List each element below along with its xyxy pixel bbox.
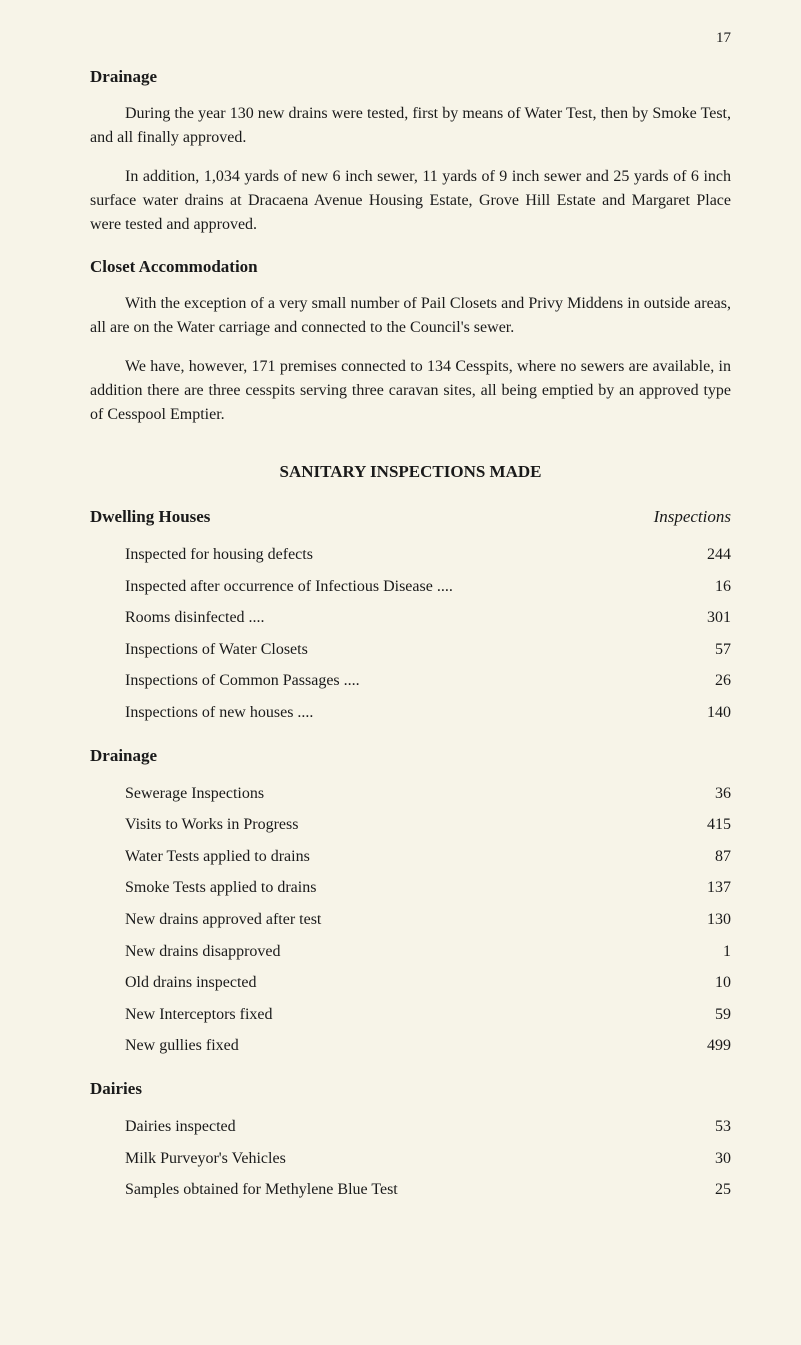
drainage-list: Sewerage Inspections36Visits to Works in… xyxy=(90,781,731,1059)
inspection-label: Milk Purveyor's Vehicles xyxy=(125,1146,671,1172)
inspection-label: Inspected for housing defects xyxy=(125,542,671,568)
dwelling-list: Inspected for housing defects244Inspecte… xyxy=(90,542,731,726)
inspection-row: Inspections of Common Passages ....26 xyxy=(90,668,731,694)
inspection-row: Smoke Tests applied to drains137 xyxy=(90,875,731,901)
inspection-label: Samples obtained for Methylene Blue Test xyxy=(125,1177,671,1203)
inspection-value: 87 xyxy=(671,844,731,870)
page-number: 17 xyxy=(90,30,731,47)
inspection-row: New gullies fixed499 xyxy=(90,1033,731,1059)
inspection-value: 36 xyxy=(671,781,731,807)
inspection-label: New drains disapproved xyxy=(125,939,671,965)
inspection-row: Samples obtained for Methylene Blue Test… xyxy=(90,1177,731,1203)
inspection-row: Visits to Works in Progress415 xyxy=(90,812,731,838)
drainage-subheading: Drainage xyxy=(90,746,731,766)
inspection-row: New Interceptors fixed59 xyxy=(90,1002,731,1028)
inspection-value: 1 xyxy=(671,939,731,965)
inspection-row: Inspections of new houses ....140 xyxy=(90,700,731,726)
drainage-heading: Drainage xyxy=(90,67,731,87)
inspection-value: 140 xyxy=(671,700,731,726)
inspection-row: Milk Purveyor's Vehicles30 xyxy=(90,1146,731,1172)
inspection-row: New drains disapproved1 xyxy=(90,939,731,965)
inspection-label: Sewerage Inspections xyxy=(125,781,671,807)
inspection-value: 130 xyxy=(671,907,731,933)
inspection-label: Water Tests applied to drains xyxy=(125,844,671,870)
paragraph-text: We have, however, 171 premises connected… xyxy=(90,355,731,427)
inspection-row: Dairies inspected53 xyxy=(90,1114,731,1140)
inspection-row: Inspected after occurrence of Infectious… xyxy=(90,574,731,600)
dairies-subheading: Dairies xyxy=(90,1079,731,1099)
inspection-value: 10 xyxy=(671,970,731,996)
inspection-label: Dairies inspected xyxy=(125,1114,671,1140)
inspection-label: Inspections of Water Closets xyxy=(125,637,671,663)
inspection-value: 301 xyxy=(671,605,731,631)
inspection-row: Water Tests applied to drains87 xyxy=(90,844,731,870)
paragraph-text: During the year 130 new drains were test… xyxy=(90,102,731,150)
dwelling-header-label: Dwelling Houses xyxy=(90,507,210,527)
document-page: 17 Drainage During the year 130 new drai… xyxy=(0,0,801,1345)
inspection-label: Inspections of new houses .... xyxy=(125,700,671,726)
inspection-label: Old drains inspected xyxy=(125,970,671,996)
dwelling-header: Dwelling Houses Inspections xyxy=(90,507,731,527)
inspection-row: Rooms disinfected ....301 xyxy=(90,605,731,631)
inspection-value: 499 xyxy=(671,1033,731,1059)
inspection-value: 25 xyxy=(671,1177,731,1203)
inspection-label: New drains approved after test xyxy=(125,907,671,933)
closet-heading: Closet Accommodation xyxy=(90,257,731,277)
inspection-row: Inspections of Water Closets57 xyxy=(90,637,731,663)
inspection-label: New Interceptors fixed xyxy=(125,1002,671,1028)
inspection-row: Inspected for housing defects244 xyxy=(90,542,731,568)
inspection-value: 137 xyxy=(671,875,731,901)
dairies-list: Dairies inspected53Milk Purveyor's Vehic… xyxy=(90,1114,731,1203)
inspection-value: 57 xyxy=(671,637,731,663)
inspection-value: 59 xyxy=(671,1002,731,1028)
inspection-value: 244 xyxy=(671,542,731,568)
inspection-value: 415 xyxy=(671,812,731,838)
inspection-value: 16 xyxy=(671,574,731,600)
inspection-row: Sewerage Inspections36 xyxy=(90,781,731,807)
inspection-label: Visits to Works in Progress xyxy=(125,812,671,838)
inspection-row: Old drains inspected10 xyxy=(90,970,731,996)
inspection-label: Inspections of Common Passages .... xyxy=(125,668,671,694)
inspection-row: New drains approved after test130 xyxy=(90,907,731,933)
paragraph-text: With the exception of a very small numbe… xyxy=(90,292,731,340)
inspection-value: 30 xyxy=(671,1146,731,1172)
inspection-label: New gullies fixed xyxy=(125,1033,671,1059)
inspection-value: 53 xyxy=(671,1114,731,1140)
paragraph-text: In addition, 1,034 yards of new 6 inch s… xyxy=(90,165,731,237)
inspection-label: Rooms disinfected .... xyxy=(125,605,671,631)
inspections-label: Inspections xyxy=(654,507,731,527)
section-title: SANITARY INSPECTIONS MADE xyxy=(90,462,731,482)
inspection-label: Smoke Tests applied to drains xyxy=(125,875,671,901)
inspection-label: Inspected after occurrence of Infectious… xyxy=(125,574,671,600)
inspection-value: 26 xyxy=(671,668,731,694)
